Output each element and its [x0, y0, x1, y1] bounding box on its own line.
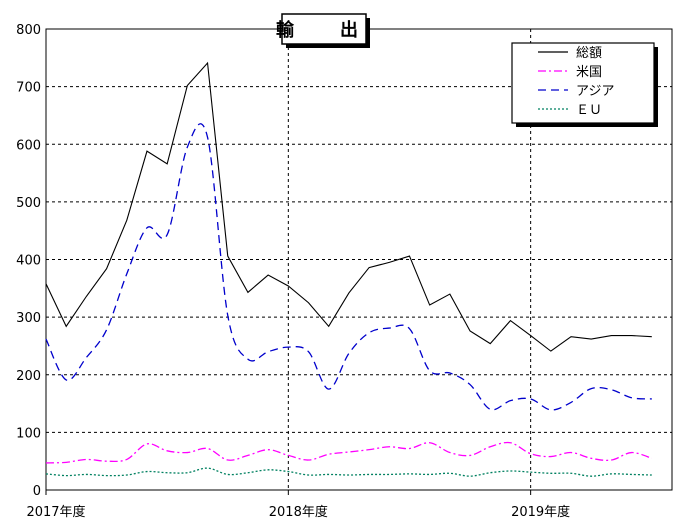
legend-label-3: ＥＵ — [576, 103, 602, 118]
y-tick-label-400: 400 — [16, 254, 41, 269]
y-tick-label-800: 800 — [16, 23, 41, 38]
legend-shadow-right — [654, 47, 658, 127]
x-tick-label-2: 2019年度 — [511, 504, 570, 520]
y-tick-label-500: 500 — [16, 196, 41, 211]
y-tick-label-700: 700 — [16, 81, 41, 96]
series-line-3 — [45, 467, 652, 477]
y-tick-label-200: 200 — [16, 369, 41, 384]
chart-title-box: 輸 出 — [276, 13, 372, 48]
series-line-1 — [45, 441, 653, 464]
gridlines — [46, 29, 672, 490]
x-axis: 2017年度 2018年度 2019年度 — [26, 490, 570, 520]
y-tick-label-100: 100 — [16, 426, 41, 441]
y-tick-label-0: 0 — [33, 484, 41, 499]
y-tick-label-600: 600 — [16, 138, 41, 153]
title-shadow-right — [366, 18, 370, 48]
title-shadow-bottom — [286, 44, 370, 48]
legend-label-1: 米国 — [576, 65, 602, 80]
legend-label-2: アジア — [576, 84, 614, 99]
x-tick-label-0: 2017年度 — [26, 504, 85, 520]
legend-label-0: 総額 — [576, 46, 602, 61]
y-axis: 0 100 200 300 400 500 600 700 800 — [16, 23, 41, 499]
legend-shadow-bottom — [516, 123, 658, 127]
series-lines — [45, 61, 653, 477]
series-line-0 — [45, 61, 652, 352]
chart-title: 輸 出 — [276, 19, 372, 41]
y-tick-label-300: 300 — [16, 311, 41, 326]
series-line-2 — [45, 123, 652, 411]
x-tick-label-1: 2018年度 — [269, 504, 328, 520]
title-frame — [281, 13, 367, 45]
